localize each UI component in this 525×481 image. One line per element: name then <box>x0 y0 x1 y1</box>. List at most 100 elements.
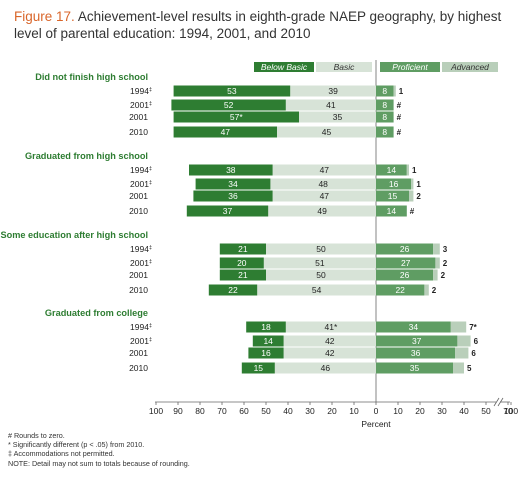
note-rounds: # Rounds to zero. <box>8 431 65 440</box>
row-year-label: 2010 <box>129 363 148 373</box>
bar-advanced <box>457 335 471 347</box>
bar-below-basic <box>219 257 264 269</box>
label-basic: 46 <box>321 363 331 373</box>
x-tick-label: 60 <box>239 406 249 416</box>
row-year-label: 2001 <box>129 270 148 280</box>
label-basic: 41 <box>326 100 336 110</box>
label-proficient: 15 <box>388 191 398 201</box>
label-proficient: 27 <box>401 258 411 268</box>
label-below-basic: 38 <box>226 165 236 175</box>
bar-advanced <box>433 243 440 255</box>
bar-proficient <box>376 178 412 190</box>
bar-basic <box>272 190 376 202</box>
label-advanced: 2 <box>443 259 448 268</box>
x-tick-label: 70 <box>503 406 513 416</box>
label-proficient: 37 <box>412 336 422 346</box>
row-year-label: 2001 <box>129 112 148 122</box>
row-year-label: 2010 <box>129 285 148 295</box>
label-proficient: 34 <box>409 322 419 332</box>
chart-notes: # Rounds to zero. * Significantly differ… <box>8 431 190 468</box>
row-year-label: 1994‡ <box>130 165 152 175</box>
bar-advanced <box>393 85 396 97</box>
bar-proficient <box>376 257 436 269</box>
label-below-basic: 18 <box>261 322 271 332</box>
label-proficient: 26 <box>400 270 410 280</box>
bar-basic <box>285 321 376 333</box>
label-advanced: 1 <box>399 87 404 96</box>
figure-number: Figure 17. <box>14 9 75 24</box>
x-tick-label: 40 <box>283 406 293 416</box>
label-below-basic: 53 <box>227 86 237 96</box>
label-basic: 47 <box>320 165 330 175</box>
label-proficient: 14 <box>387 206 397 216</box>
label-basic: 50 <box>316 244 326 254</box>
row-year-label: 2001 <box>129 191 148 201</box>
label-proficient: 8 <box>382 100 387 110</box>
label-proficient: 35 <box>410 363 420 373</box>
label-below-basic: 22 <box>228 285 238 295</box>
bar-below-basic <box>241 362 275 374</box>
bar-below-basic <box>171 99 286 111</box>
label-basic: 54 <box>312 285 322 295</box>
label-advanced: 1 <box>412 166 417 175</box>
label-advanced: # <box>397 128 402 137</box>
bar-proficient <box>376 269 434 281</box>
label-basic: 41* <box>325 322 338 332</box>
label-proficient: 8 <box>382 112 387 122</box>
legend-swatch <box>380 62 440 72</box>
bar-basic <box>263 257 376 269</box>
note-accommodations: ‡ Accommodations not permitted. <box>8 449 115 459</box>
bar-proficient <box>376 321 451 333</box>
label-below-basic: 20 <box>237 258 247 268</box>
x-axis-title: Percent <box>361 419 391 429</box>
row-year-label: 1994‡ <box>130 322 152 332</box>
bar-below-basic <box>186 205 269 217</box>
bar-basic <box>283 347 376 359</box>
label-basic: 35 <box>333 112 343 122</box>
label-proficient: 14 <box>387 165 397 175</box>
figure-title-text: Achievement-level results in eighth-grad… <box>14 9 502 41</box>
label-basic: 47 <box>320 191 330 201</box>
legend-label: Proficient <box>392 62 428 72</box>
label-below-basic: 16 <box>261 348 271 358</box>
bar-advanced <box>411 178 414 190</box>
label-below-basic: 37 <box>223 206 233 216</box>
bar-proficient <box>376 284 425 296</box>
bar-advanced <box>433 269 438 281</box>
x-tick-label: 90 <box>173 406 183 416</box>
row-year-label: 2001‡ <box>130 179 152 189</box>
group-label: Graduated from high school <box>25 151 148 161</box>
bar-proficient <box>376 347 456 359</box>
label-proficient: 26 <box>400 244 410 254</box>
row-year-label: 2001 <box>129 348 148 358</box>
bar-below-basic <box>219 269 266 281</box>
label-below-basic: 15 <box>254 363 264 373</box>
label-basic: 39 <box>328 86 338 96</box>
bar-basic <box>272 164 376 176</box>
legend-swatch <box>254 62 314 72</box>
group-label: Did not finish high school <box>35 72 148 82</box>
figure-title: Figure 17. Achievement-level results in … <box>14 8 514 42</box>
label-basic: 50 <box>316 270 326 280</box>
label-advanced: 7* <box>469 323 477 332</box>
x-tick-label: 80 <box>195 406 205 416</box>
note-detail: NOTE: Detail may not sum to totals becau… <box>8 458 190 468</box>
legend-label: Below Basic <box>261 62 308 72</box>
label-basic: 49 <box>317 206 327 216</box>
bar-basic <box>274 362 376 374</box>
row-year-label: 2001‡ <box>130 258 152 268</box>
label-below-basic: 21 <box>238 270 248 280</box>
x-tick-label: 70 <box>217 406 227 416</box>
bar-basic <box>266 269 376 281</box>
label-advanced: 3 <box>443 245 448 254</box>
bar-basic <box>277 126 376 138</box>
label-below-basic: 47 <box>221 127 231 137</box>
row-year-label: 2001‡ <box>130 100 152 110</box>
bar-proficient <box>376 205 407 217</box>
x-tick-label: 0 <box>374 406 379 416</box>
bar-basic <box>285 99 376 111</box>
row-year-label: 1994‡ <box>130 244 152 254</box>
bar-advanced <box>450 321 467 333</box>
bar-basic <box>257 284 376 296</box>
label-basic: 51 <box>315 258 325 268</box>
